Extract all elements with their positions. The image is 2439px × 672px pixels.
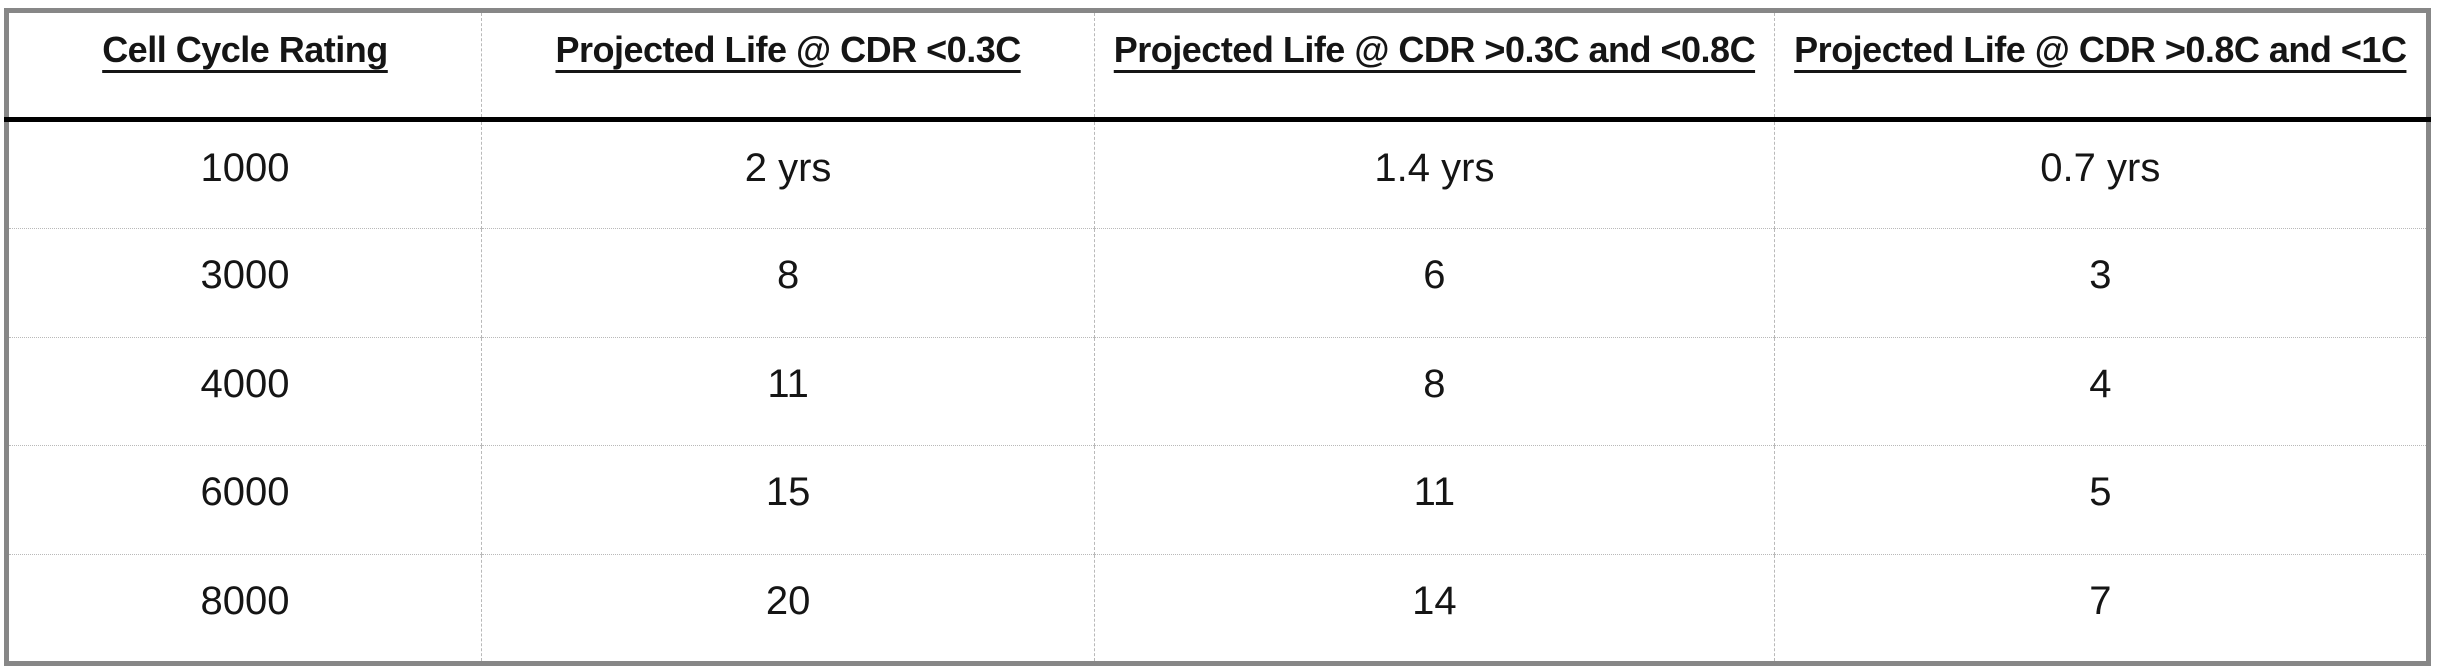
column-header-projected-life-0-3c-to-0-8c: Projected Life @ CDR >0.3C and <0.8C [1094,10,1775,122]
table-row: 6000 15 11 5 [6,445,2429,555]
cell-cycle-rating-table: Cell Cycle Rating Projected Life @ CDR <… [4,8,2431,666]
column-header-cell-cycle-rating: Cell Cycle Rating [6,10,482,122]
projected-life-value: 1.4 yrs [1094,119,1775,229]
projected-life-value: 5 [1773,445,2429,555]
cell-cycle-rating-value: 4000 [6,336,482,446]
projected-life-value: 0.7 yrs [1773,119,2429,229]
projected-life-value: 3 [1773,227,2429,338]
table-row: 1000 2 yrs 1.4 yrs 0.7 yrs [7,119,2429,229]
projected-life-value: 20 [480,554,1095,664]
projected-life-value: 14 [1094,554,1775,664]
cell-cycle-rating-value: 3000 [6,227,482,338]
table-row: 4000 11 8 4 [6,336,2429,446]
projected-life-value: 15 [480,445,1095,555]
projected-life-value: 7 [1773,554,2429,664]
projected-life-value: 11 [1094,445,1775,555]
column-header-projected-life-lt-0-3c: Projected Life @ CDR <0.3C [480,10,1095,122]
table-row: 8000 20 14 7 [6,554,2429,664]
projected-life-value: 11 [480,336,1095,446]
projected-life-value: 8 [1094,336,1775,446]
projected-life-value: 8 [480,227,1095,338]
projected-life-value: 4 [1773,336,2429,446]
cell-cycle-rating-value: 1000 [200,146,290,190]
cell-cycle-rating-value: 6000 [6,445,482,555]
column-header-projected-life-0-8c-to-1c: Projected Life @ CDR >0.8C and <1C [1773,10,2429,122]
projected-life-value: 6 [1094,227,1775,338]
table-header-row: Cell Cycle Rating Projected Life @ CDR <… [6,10,2429,122]
cell-cycle-rating-value: 8000 [6,554,482,664]
projected-life-value: 2 yrs [480,119,1095,229]
table-row: 3000 8 6 3 [6,227,2429,338]
